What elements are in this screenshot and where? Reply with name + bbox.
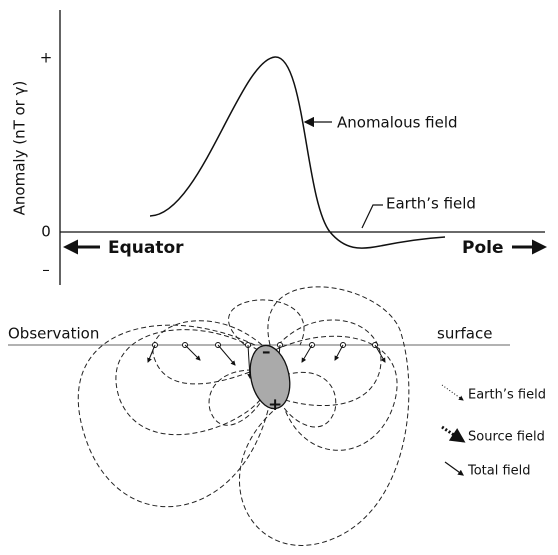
legend-label: Source field bbox=[468, 430, 545, 445]
diagram: Anomaly (nT or γ) + 0 – Anomalous field … bbox=[0, 0, 558, 555]
y-tick: + bbox=[40, 49, 53, 67]
y-tick: 0 bbox=[41, 223, 51, 241]
anomaly-curve bbox=[150, 57, 445, 248]
legend-symbol bbox=[442, 385, 463, 400]
pole-label: + bbox=[268, 395, 282, 415]
annotation: Earth’s field bbox=[386, 195, 476, 213]
legend-label: Total field bbox=[467, 464, 531, 479]
direction-label: Pole bbox=[462, 238, 504, 258]
pole-label: – bbox=[262, 342, 271, 362]
legend-symbol bbox=[445, 462, 463, 475]
field-lines bbox=[78, 287, 409, 546]
y-axis-label: Anomaly (nT or γ) bbox=[11, 81, 29, 216]
y-tick: – bbox=[42, 261, 50, 279]
annotation-leader bbox=[362, 205, 383, 228]
legend-label: Earth’s field bbox=[468, 388, 546, 403]
legend-symbol bbox=[442, 427, 463, 441]
surface-label: surface bbox=[437, 325, 492, 343]
surface-label: Observation bbox=[8, 325, 99, 343]
direction-label: Equator bbox=[108, 238, 184, 258]
annotation: Anomalous field bbox=[337, 114, 458, 132]
